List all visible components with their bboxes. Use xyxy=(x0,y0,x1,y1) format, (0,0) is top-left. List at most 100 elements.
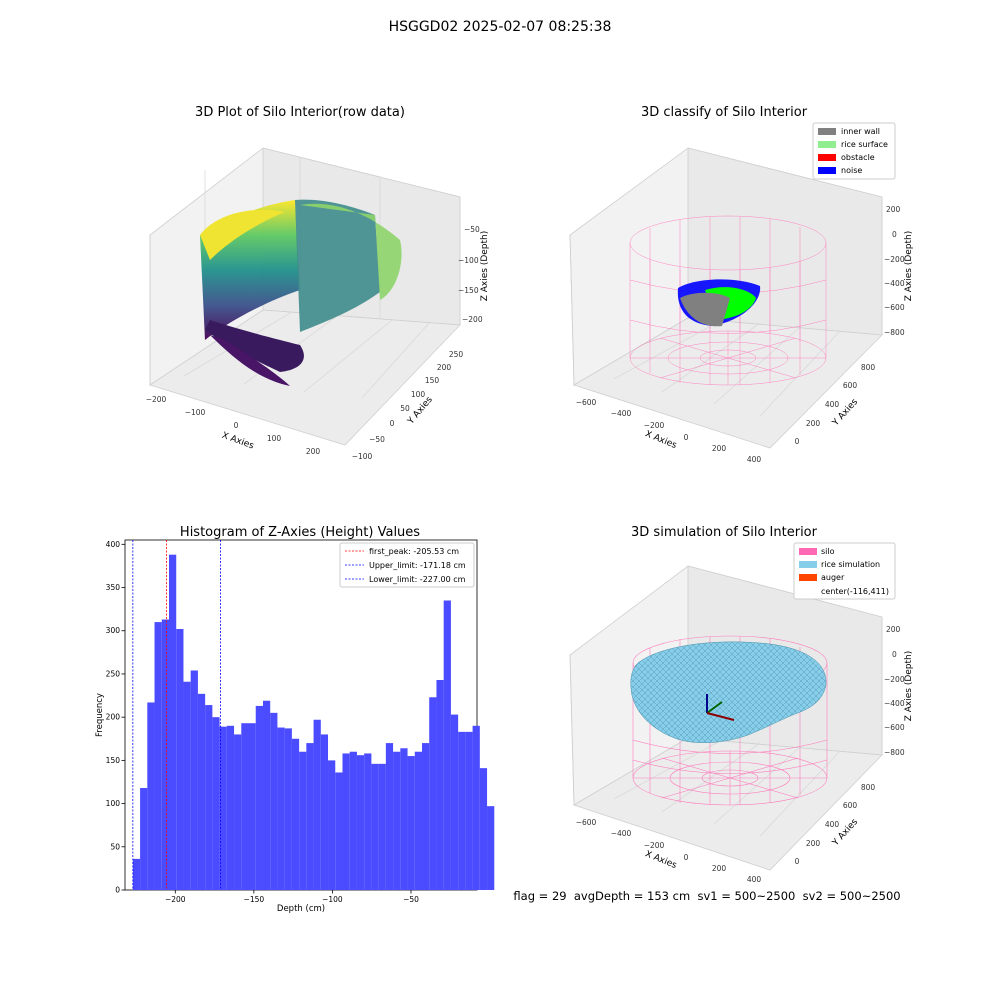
simulation-ytick: 400 xyxy=(825,820,840,829)
histogram-bar xyxy=(313,719,321,890)
simulation-ytick: 600 xyxy=(843,801,858,810)
classify-xtick: 400 xyxy=(747,455,762,464)
classify-ztick: −200 xyxy=(884,255,905,264)
y-tick-label: 0 xyxy=(115,886,120,895)
raw-xtick: −200 xyxy=(146,395,167,404)
legend-label: auger xyxy=(821,573,845,582)
simulation-panel: 3D simulation of Silo Interior xyxy=(569,525,914,884)
legend-swatch-inner-wall xyxy=(818,128,836,135)
histogram-bar xyxy=(306,743,314,890)
legend-swatch-rice-simulation xyxy=(799,561,817,568)
classify-silo-wireframe xyxy=(629,215,827,386)
histogram-bar xyxy=(472,725,480,890)
histogram-bar xyxy=(335,772,343,890)
histogram-x-ticks: −200 −150 −100 −50 xyxy=(165,890,419,904)
simulation-xtick: −400 xyxy=(611,829,632,838)
legend-label: Upper_limit: -171.18 cm xyxy=(369,561,466,570)
simulation-tick-labels: −600 −400 −200 0 200 400 0 200 400 600 8… xyxy=(576,625,905,884)
histogram-bar xyxy=(161,619,169,890)
histogram-bar xyxy=(241,723,249,890)
simulation-xtick: 400 xyxy=(747,875,762,884)
legend-label: rice simulation xyxy=(821,560,880,569)
y-tick-label: 350 xyxy=(106,583,121,592)
simulation-xtick: 0 xyxy=(684,853,689,862)
classify-point-cloud xyxy=(677,279,761,327)
raw-panel-title: 3D Plot of Silo Interior(row data) xyxy=(195,105,405,120)
histogram-bar xyxy=(443,600,451,890)
raw-ytick: 250 xyxy=(449,350,464,359)
histogram-bar xyxy=(205,705,213,890)
classify-ytick: 0 xyxy=(795,437,800,446)
simulation-ytick: 0 xyxy=(795,857,800,866)
histogram-bar xyxy=(262,700,271,890)
histogram-y-ticks: 0 50 100 150 200 250 300 350 400 xyxy=(106,540,125,895)
y-tick-label: 50 xyxy=(110,842,120,851)
histogram-bar xyxy=(183,681,191,890)
histogram-bar xyxy=(248,723,256,890)
classify-ytick: 400 xyxy=(825,400,840,409)
simulation-ytick: 800 xyxy=(861,783,876,792)
raw-ztick: −200 xyxy=(462,315,483,324)
classify-legend: inner wall rice surface obstacle noise xyxy=(812,122,896,180)
histogram-bars xyxy=(132,554,495,890)
figure-title: HSGGD02 2025-02-07 08:25:38 xyxy=(389,19,612,35)
simulation-ztick: −200 xyxy=(884,675,905,684)
raw-ytick: −50 xyxy=(369,435,385,444)
simulation-legend: silo rice simulation auger center(-116,4… xyxy=(793,542,896,600)
legend-label: noise xyxy=(841,166,862,175)
classify-panel: 3D classify of Silo Interior xyxy=(569,105,914,464)
histogram-bar xyxy=(169,554,177,890)
histogram-bar xyxy=(393,751,401,890)
histogram-bar xyxy=(219,726,227,890)
classify-xtick: 200 xyxy=(712,444,727,453)
histogram-bar xyxy=(436,680,444,890)
histogram-bar xyxy=(479,768,488,890)
x-tick-label: −200 xyxy=(165,895,186,904)
legend-label: Lower_limit: -227.00 cm xyxy=(369,575,466,584)
legend-swatch-rice-surface xyxy=(818,141,836,148)
simulation-ytick: 200 xyxy=(806,839,821,848)
raw-ztick: −150 xyxy=(458,286,479,295)
histogram-bar xyxy=(234,734,242,890)
classify-ztick: 200 xyxy=(886,205,901,214)
simulation-zlabel: Z Axies (Depth) xyxy=(904,651,914,722)
histogram-bar xyxy=(277,727,285,890)
raw-zlabel: Z Axies (Depth) xyxy=(480,231,490,302)
legend-label: inner wall xyxy=(841,127,880,136)
classify-ytick: 200 xyxy=(806,419,821,428)
classify-panel-title: 3D classify of Silo Interior xyxy=(641,105,808,120)
simulation-xlabel: X Axies xyxy=(643,849,678,871)
histogram-bar xyxy=(400,748,408,890)
simulation-ztick: −400 xyxy=(884,699,905,708)
histogram-bar xyxy=(299,751,307,890)
raw-xtick: 200 xyxy=(306,447,321,456)
histogram-bar xyxy=(226,725,235,890)
y-tick-label: 100 xyxy=(106,799,121,808)
histogram-bar xyxy=(140,788,148,890)
histogram-title: Histogram of Z-Axies (Height) Values xyxy=(180,525,420,540)
histogram-bar xyxy=(176,629,184,890)
histogram-reference-lines xyxy=(132,540,221,890)
raw-ytick: 0 xyxy=(390,419,395,428)
legend-swatch-auger xyxy=(799,574,817,581)
classify-ytick: 800 xyxy=(861,363,876,372)
histogram-bar xyxy=(255,705,263,890)
y-tick-label: 300 xyxy=(106,626,121,635)
legend-swatch-noise xyxy=(818,167,836,174)
rice-simulation-surface xyxy=(630,641,827,744)
raw-xlabel: X Axies xyxy=(220,431,255,452)
simulation-ztick: 200 xyxy=(886,625,901,634)
y-tick-label: 200 xyxy=(106,713,121,722)
classify-xtick: −400 xyxy=(611,409,632,418)
histogram-bar xyxy=(349,751,357,890)
y-tick-label: 400 xyxy=(106,540,121,549)
histogram-xlabel: Depth (cm) xyxy=(277,904,325,914)
histogram-bar xyxy=(154,622,162,890)
y-tick-label: 250 xyxy=(106,669,121,678)
histogram-bar xyxy=(212,717,220,890)
status-footer: flag = 29 avgDepth = 153 cm sv1 = 500~25… xyxy=(513,889,900,903)
classify-xtick: 0 xyxy=(684,433,689,442)
legend-label: obstacle xyxy=(841,153,875,162)
raw-xtick: −100 xyxy=(185,408,206,417)
